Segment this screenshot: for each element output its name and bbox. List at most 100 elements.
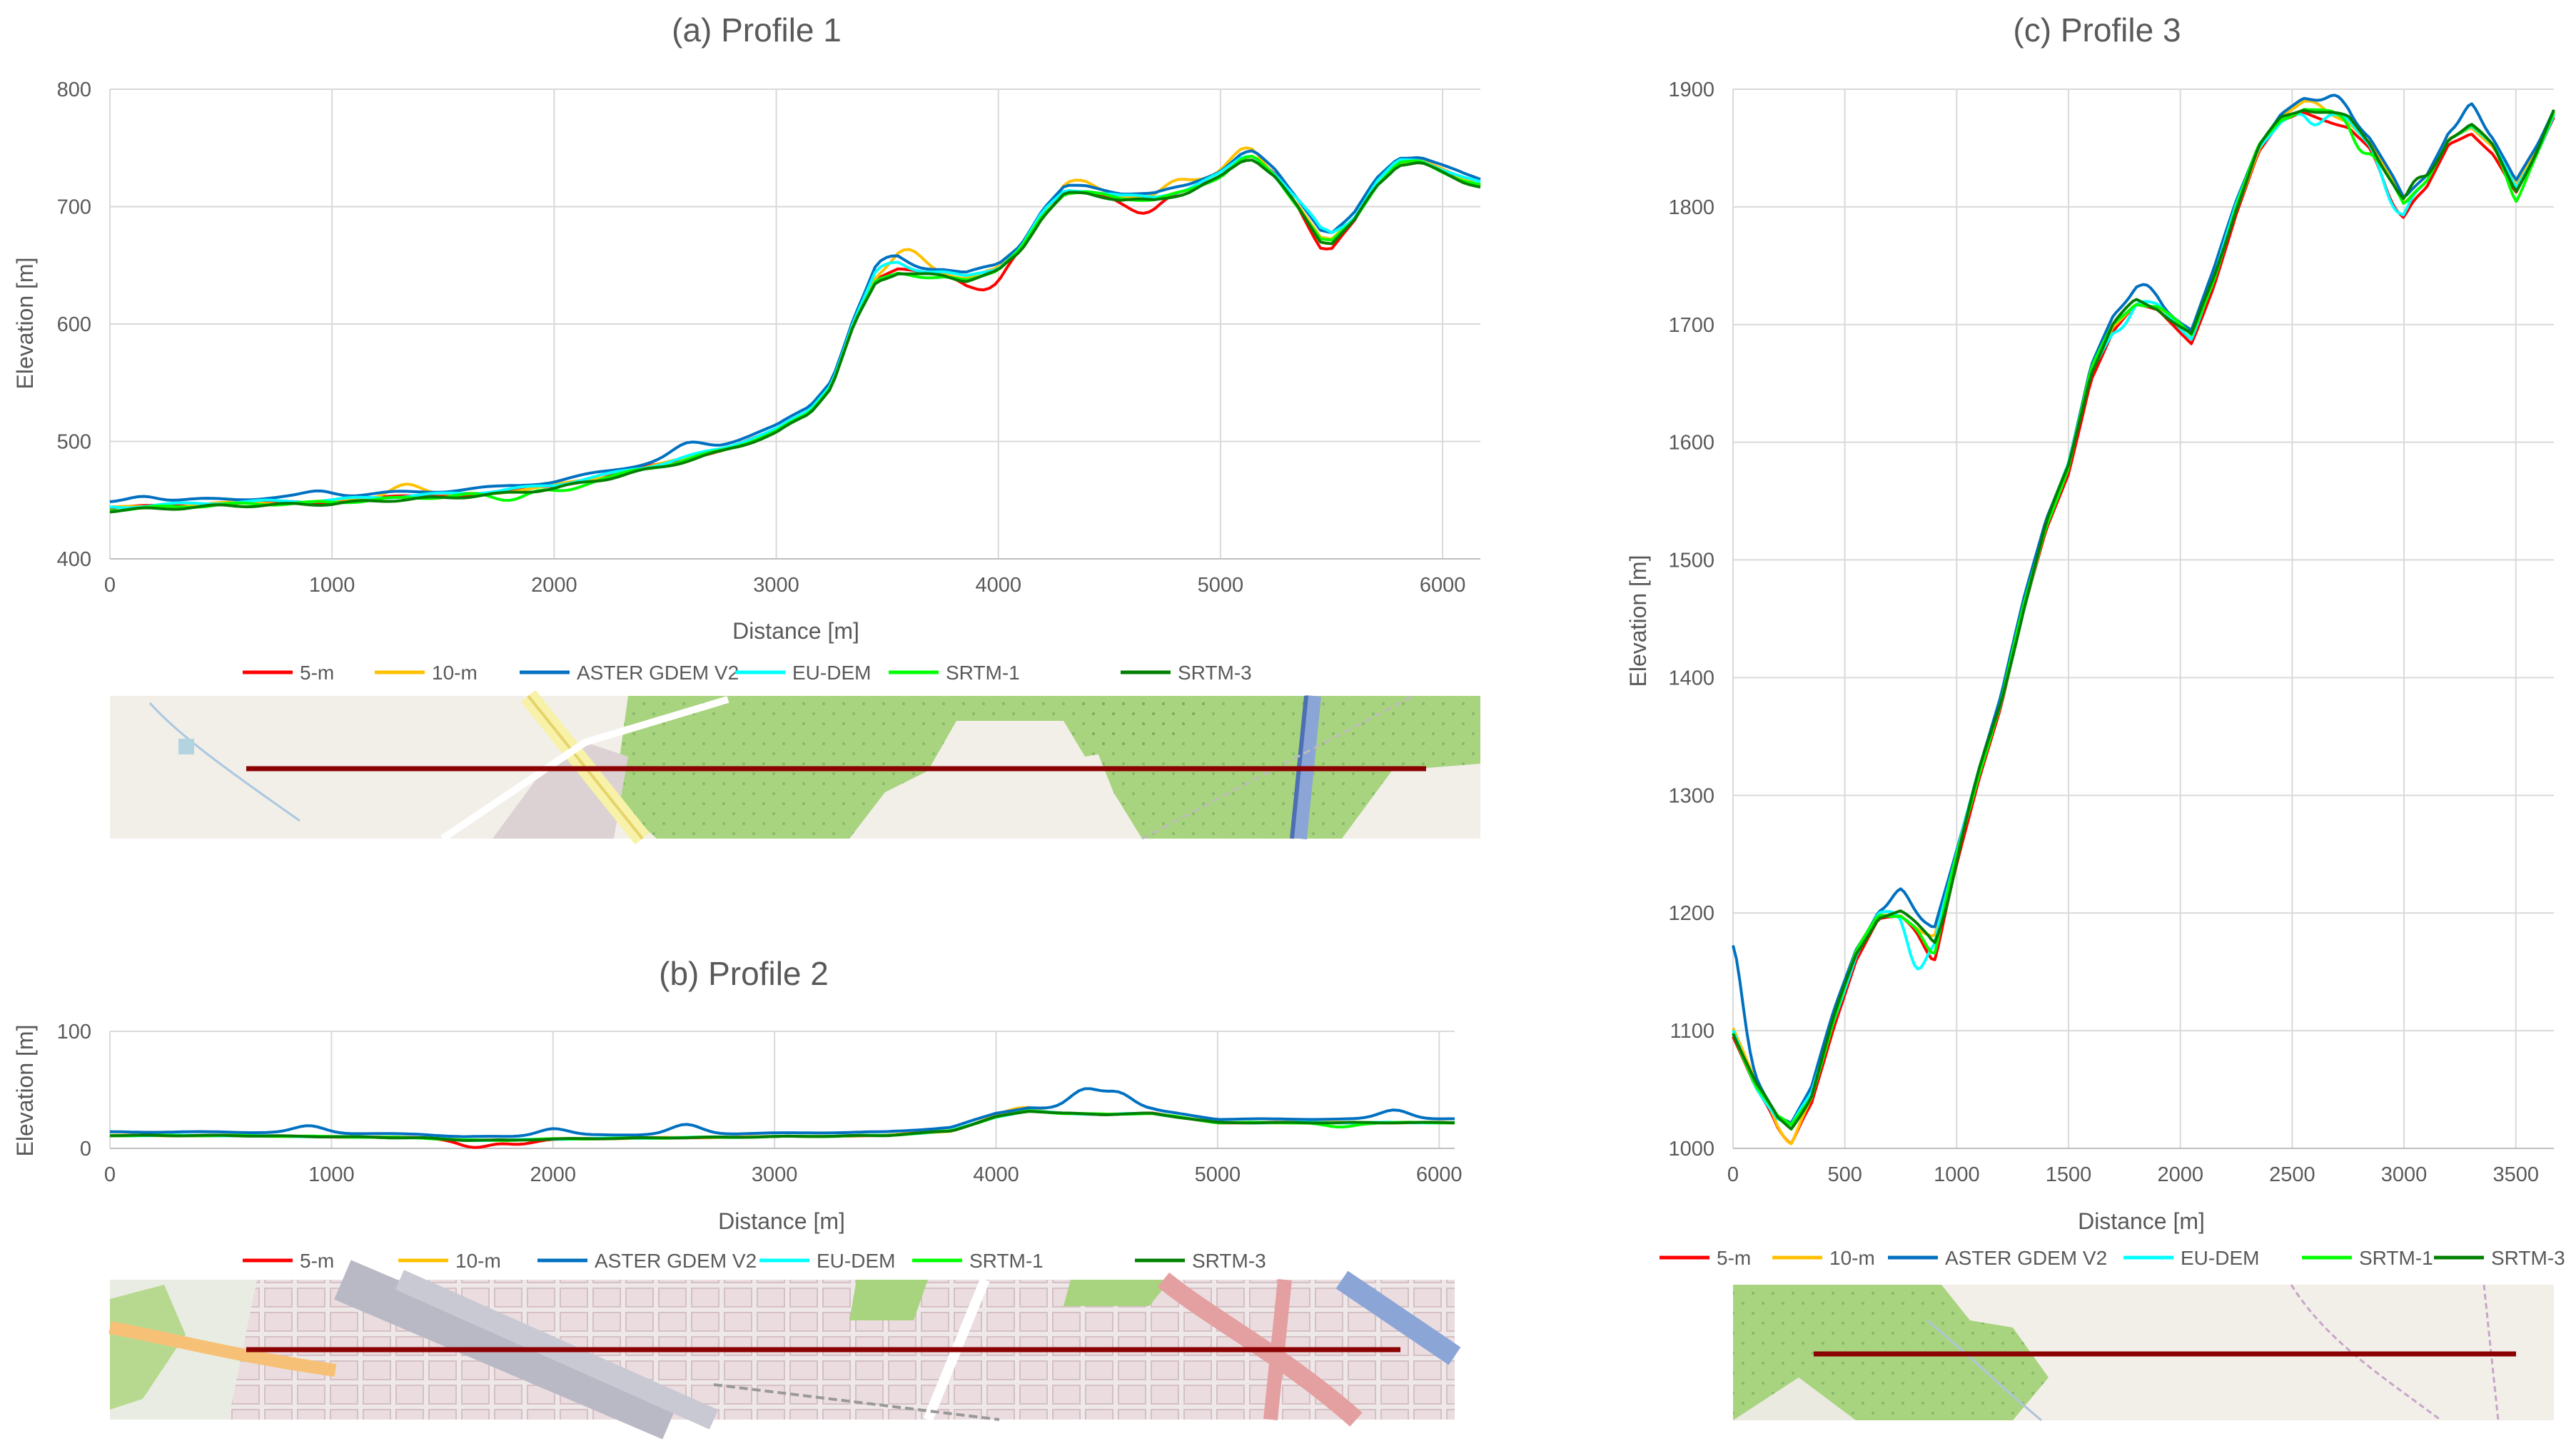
series-line-5-m [109, 1109, 1455, 1149]
series-line-10-m [109, 146, 1481, 509]
y-tick-label: 500 [57, 431, 91, 454]
series-line-srtm-1 [1732, 108, 2555, 1127]
x-tick-label: 3500 [2492, 1163, 2539, 1186]
x-tick-label: 2500 [2269, 1163, 2315, 1186]
x-tick-label: 1500 [2046, 1163, 2092, 1186]
legend-label: 10-m [1829, 1247, 1875, 1269]
legend-label: 10-m [455, 1250, 501, 1272]
x-axis-label: Distance [m] [718, 1208, 845, 1234]
y-tick-label: 1500 [1668, 550, 1714, 572]
profile-1-location-map [110, 689, 1480, 845]
series-line-eu-dem [109, 155, 1481, 510]
y-tick-label: 1200 [1668, 902, 1714, 925]
legend-label: SRTM-3 [1192, 1250, 1266, 1272]
x-tick-label: 0 [104, 1163, 116, 1186]
chart-legend: 5-m 10-m ASTER GDEM V2 EU-DEM SRTM-1 SRTM-3 [243, 1250, 1266, 1272]
chart-legend: 5-m 10-m ASTER GDEM V2 EU-DEM SRTM-1 SRTM-3 [1660, 1247, 2565, 1269]
chart-ticks: 0 1000 2000 3000 4000 5000 6000 400 500 600 700 800 [57, 79, 1466, 597]
legend-label: EU-DEM [817, 1250, 895, 1272]
legend-label: SRTM-1 [2359, 1247, 2433, 1269]
chart-ticks: 0 1000 2000 3000 4000 5000 6000 0 100 [57, 1021, 1463, 1186]
y-tick-label: 1300 [1668, 784, 1714, 807]
chart-title-profile-1: (a) Profile 1 [672, 11, 842, 49]
x-tick-label: 1000 [309, 574, 355, 597]
series-line-aster-gdem-v2 [1732, 93, 2555, 1125]
legend-label: 5-m [300, 662, 334, 684]
series-line-aster-gdem-v2 [109, 1087, 1455, 1138]
y-axis-label: Elevation [m] [1625, 555, 1651, 687]
chart-ticks: 0 500 1000 1500 2000 2500 3000 3500 1000 1100 1200… [1668, 79, 2539, 1186]
y-tick-label: 1600 [1668, 432, 1714, 455]
chart-profile-2: (b) Profile 2 0 1000 2000 3000 4000 5000 60000… [12, 955, 1463, 1272]
y-tick-label: 800 [57, 79, 91, 101]
legend-label: 10-m [432, 662, 478, 684]
x-tick-label: 2000 [2157, 1163, 2203, 1186]
series-line-srtm-3 [1732, 108, 2555, 1131]
x-tick-label: 0 [104, 574, 116, 597]
y-tick-label: 1400 [1668, 667, 1714, 689]
legend-label: ASTER GDEM V2 [577, 662, 739, 684]
series-line-5-m [1732, 111, 2555, 1146]
series-line-10-m [1732, 99, 2555, 1146]
chart-legend: 5-m 10-m ASTER GDEM V2 EU-DEM SRTM-1 SRTM-3 [243, 662, 1252, 684]
x-axis-label: Distance [m] [2078, 1208, 2205, 1234]
legend-label: ASTER GDEM V2 [595, 1250, 757, 1272]
chart-grid [109, 89, 1480, 560]
y-tick-label: 600 [57, 313, 91, 336]
legend-label: 5-m [1717, 1247, 1751, 1269]
profile-3-location-map [1733, 1284, 2554, 1422]
x-tick-label: 3000 [752, 1163, 798, 1186]
y-tick-label: 1900 [1668, 79, 1714, 101]
x-tick-label: 1000 [308, 1163, 355, 1186]
chart-profile-3: (c) Profile 3 0 500 1000 1500 2000 2500 3000 35… [1625, 11, 2565, 1269]
legend-label: SRTM-3 [2491, 1247, 2565, 1269]
series-line-aster-gdem-v2 [109, 149, 1481, 503]
legend-label: SRTM-1 [969, 1250, 1044, 1272]
chart-lines [109, 1087, 1455, 1149]
legend-label: 5-m [300, 1250, 334, 1272]
x-tick-label: 3000 [753, 574, 799, 597]
profile-2-location-map [108, 1260, 1461, 1440]
x-tick-label: 4000 [975, 574, 1021, 597]
legend-label: ASTER GDEM V2 [1945, 1247, 2107, 1269]
x-axis-label: Distance [m] [732, 618, 859, 644]
series-line-srtm-3 [109, 158, 1481, 514]
x-tick-label: 2000 [531, 574, 577, 597]
y-tick-label: 1000 [1668, 1138, 1714, 1161]
x-tick-label: 1000 [1934, 1163, 1980, 1186]
series-line-eu-dem [1732, 112, 2555, 1126]
x-tick-label: 6000 [1420, 574, 1466, 597]
x-tick-label: 0 [1727, 1163, 1739, 1186]
y-axis-label: Elevation [m] [12, 1025, 38, 1157]
x-tick-label: 5000 [1198, 574, 1244, 597]
x-tick-label: 2000 [530, 1163, 577, 1186]
chart-lines [109, 146, 1481, 514]
y-tick-label: 700 [57, 196, 91, 219]
y-axis-label: Elevation [m] [12, 258, 38, 390]
y-tick-label: 1800 [1668, 196, 1714, 219]
series-line-srtm-3 [109, 1110, 1455, 1142]
chart-lines [1732, 93, 2555, 1146]
y-tick-label: 1100 [1670, 1020, 1714, 1043]
series-line-srtm-1 [109, 154, 1481, 512]
x-tick-label: 5000 [1195, 1163, 1241, 1186]
legend-label: SRTM-1 [946, 662, 1020, 684]
legend-label: EU-DEM [792, 662, 871, 684]
x-tick-label: 4000 [973, 1163, 1019, 1186]
y-tick-label: 400 [57, 548, 91, 571]
y-tick-label: 100 [57, 1021, 91, 1043]
chart-grid [1732, 89, 2554, 1149]
x-tick-label: 3000 [2381, 1163, 2428, 1186]
chart-title-profile-2: (b) Profile 2 [659, 955, 829, 992]
series-line-5-m [109, 155, 1481, 510]
chart-grid [109, 1031, 1455, 1149]
x-tick-label: 500 [1827, 1163, 1862, 1186]
legend-label: EU-DEM [2181, 1247, 2259, 1269]
x-tick-label: 6000 [1416, 1163, 1463, 1186]
y-tick-label: 1700 [1668, 314, 1714, 337]
chart-profile-1: (a) Profile 1 0 1000 2000 3000 4000 5000 6000 4… [12, 11, 1481, 684]
y-tick-label: 0 [80, 1138, 91, 1161]
legend-label: SRTM-3 [1178, 662, 1252, 684]
chart-title-profile-3: (c) Profile 3 [2013, 11, 2181, 49]
